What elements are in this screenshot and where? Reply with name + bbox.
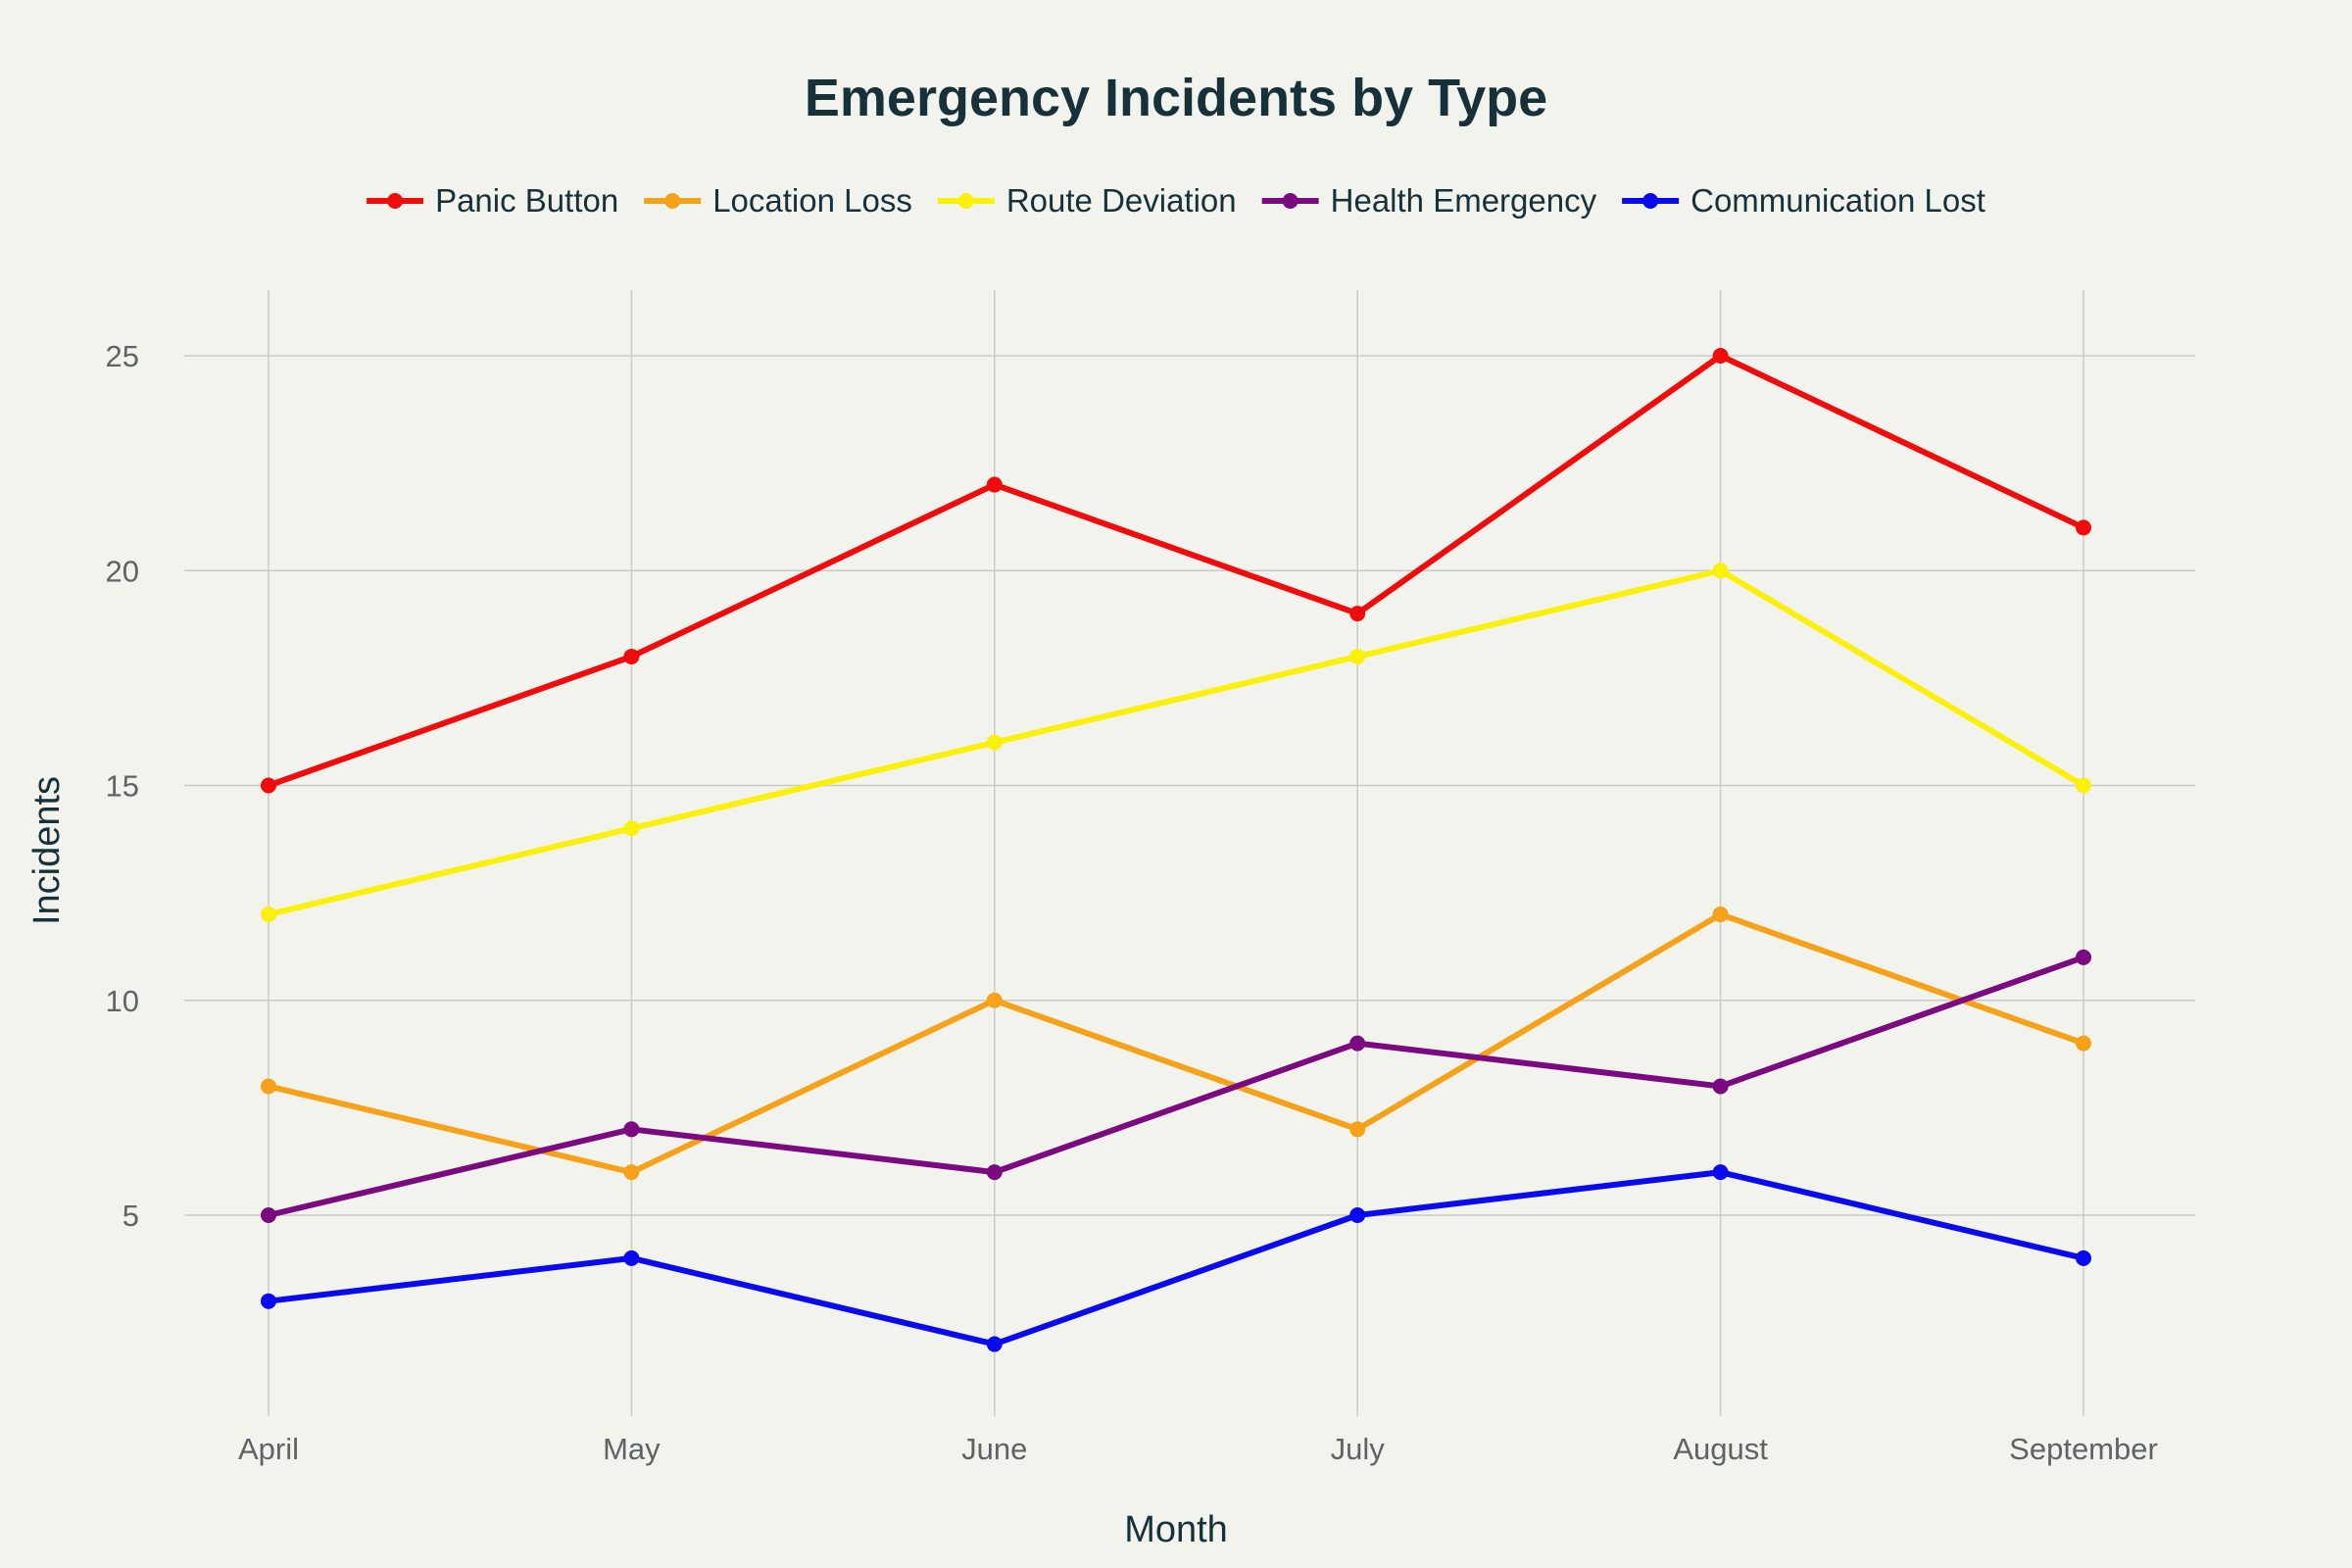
y-tick-label-5: 5 <box>122 1199 139 1233</box>
data-point-communication-lost-may <box>623 1250 640 1266</box>
data-point-route-deviation-august <box>1712 563 1729 579</box>
data-point-route-deviation-may <box>623 820 640 837</box>
series-health-emergency <box>261 949 2091 1223</box>
legend: Panic Button Location Loss Route Deviation… <box>367 182 1985 219</box>
legend-swatch-marker <box>1282 193 1298 209</box>
legend-item-panic-button[interactable]: Panic Button <box>367 182 618 219</box>
series-line-health-emergency <box>266 954 2086 1218</box>
legend-swatch-marker <box>1642 193 1659 209</box>
legend-item-route-deviation[interactable]: Route Deviation <box>937 182 1237 219</box>
data-point-route-deviation-july <box>1349 648 1366 664</box>
data-point-location-loss-august <box>1712 906 1729 923</box>
data-point-health-emergency-may <box>623 1121 640 1138</box>
y-axis-title: Incidents <box>26 776 68 925</box>
data-point-health-emergency-june <box>986 1164 1003 1181</box>
x-tick-label-july: July <box>1331 1432 1386 1466</box>
grid <box>184 290 2195 1416</box>
data-point-panic-button-april <box>261 777 276 794</box>
data-point-communication-lost-july <box>1349 1207 1366 1223</box>
data-point-panic-button-may <box>623 648 640 664</box>
series-line-panic-button <box>266 353 2086 789</box>
y-tick-label-20: 20 <box>106 554 139 588</box>
data-point-health-emergency-april <box>261 1207 276 1223</box>
legend-label: Communication Lost <box>1690 182 1985 219</box>
legend-label: Location Loss <box>712 182 912 219</box>
legend-item-health-emergency[interactable]: Health Emergency <box>1261 182 1597 219</box>
y-tick-label-15: 15 <box>106 769 139 804</box>
x-tick-label-may: May <box>603 1432 661 1466</box>
legend-label: Health Emergency <box>1331 182 1597 219</box>
data-point-route-deviation-april <box>261 906 276 923</box>
data-point-communication-lost-june <box>986 1336 1003 1352</box>
data-point-panic-button-september <box>2076 519 2091 536</box>
series-layer <box>261 348 2091 1352</box>
y-tick-label-10: 10 <box>106 984 139 1018</box>
series-route-deviation <box>261 563 2091 923</box>
data-point-route-deviation-september <box>2076 777 2091 794</box>
legend-swatch-marker <box>664 193 681 209</box>
legend-item-location-loss[interactable]: Location Loss <box>644 182 912 219</box>
data-point-location-loss-september <box>2076 1035 2091 1052</box>
series-panic-button <box>261 348 2091 794</box>
x-axis-ticks: April May June July August September <box>238 1432 2158 1466</box>
series-communication-lost <box>261 1164 2091 1352</box>
x-tick-label-june: June <box>961 1432 1027 1466</box>
data-point-panic-button-july <box>1349 606 1366 622</box>
data-point-communication-lost-september <box>2076 1250 2091 1266</box>
series-line-route-deviation <box>266 567 2086 918</box>
data-point-health-emergency-august <box>1712 1078 1729 1095</box>
data-point-location-loss-june <box>986 992 1003 1008</box>
data-point-communication-lost-august <box>1712 1164 1729 1181</box>
series-location-loss <box>261 906 2091 1181</box>
x-tick-label-september: September <box>2009 1432 2158 1466</box>
legend-item-communication-lost[interactable]: Communication Lost <box>1622 182 1985 219</box>
data-point-location-loss-july <box>1349 1121 1366 1138</box>
x-tick-label-april: April <box>238 1432 299 1466</box>
y-tick-label-25: 25 <box>106 339 139 373</box>
data-point-panic-button-august <box>1712 348 1729 364</box>
data-point-panic-button-june <box>986 476 1003 493</box>
data-point-route-deviation-june <box>986 734 1003 751</box>
legend-label: Panic Button <box>435 182 618 219</box>
series-line-location-loss <box>266 911 2086 1176</box>
x-axis-title: Month <box>1124 1509 1228 1550</box>
data-point-communication-lost-april <box>261 1293 276 1309</box>
x-tick-label-august: August <box>1673 1432 1768 1466</box>
data-point-location-loss-may <box>623 1164 640 1181</box>
chart-title: Emergency Incidents by Type <box>805 69 1547 127</box>
data-point-health-emergency-july <box>1349 1035 1366 1052</box>
data-point-health-emergency-september <box>2076 949 2091 965</box>
legend-swatch-marker <box>957 193 974 209</box>
legend-swatch-marker <box>387 193 404 209</box>
data-point-location-loss-april <box>261 1078 276 1095</box>
y-axis-ticks: 5 10 15 20 25 <box>106 339 139 1233</box>
legend-label: Route Deviation <box>1006 182 1237 219</box>
series-line-communication-lost <box>266 1169 2086 1348</box>
